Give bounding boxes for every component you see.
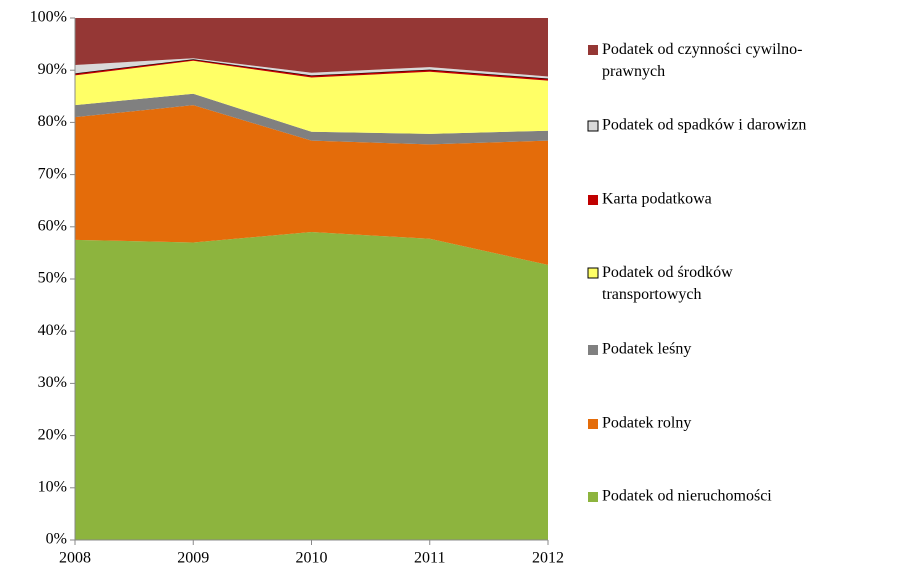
legend-label: Podatek leśny <box>602 341 691 358</box>
x-tick-label: 2010 <box>296 550 328 567</box>
y-tick-label: 20% <box>38 426 67 443</box>
y-tick-label: 100% <box>30 9 67 26</box>
y-tick-label: 60% <box>38 217 67 234</box>
legend-label: Podatek od środków transportowych <box>602 264 737 303</box>
legend-item: Karta podatkowa <box>588 191 712 208</box>
legend-label: Podatek od nieruchomości <box>602 488 772 505</box>
legend-item: Podatek od nieruchomości <box>588 488 772 505</box>
legend-item: Podatek od spadków i darowizn <box>587 117 806 134</box>
legend-swatch <box>588 419 598 429</box>
y-tick-label: 10% <box>38 478 67 495</box>
y-tick-label: 50% <box>38 270 67 287</box>
area <box>75 105 548 265</box>
area <box>75 232 548 540</box>
x-tick-label: 2011 <box>414 550 445 567</box>
x-tick-label: 2008 <box>59 550 91 567</box>
legend-label: Karta podatkowa <box>602 191 712 208</box>
legend-item: Podatek od środków transportowych <box>587 264 737 303</box>
y-tick-label: 70% <box>38 165 67 182</box>
y-tick-label: 80% <box>38 113 67 130</box>
y-tick-label: 30% <box>38 374 67 391</box>
legend-label: Podatek rolny <box>602 415 691 432</box>
legend-label: Podatek od spadków i darowizn <box>602 117 806 134</box>
legend-swatch <box>587 120 599 132</box>
area <box>75 93 548 145</box>
y-tick-label: 40% <box>38 322 67 339</box>
legend-swatch <box>588 45 598 55</box>
area <box>75 18 548 77</box>
legend-swatch <box>588 492 598 502</box>
area <box>75 58 548 79</box>
area <box>75 60 548 134</box>
y-tick-label: 0% <box>46 531 67 548</box>
x-tick-label: 2009 <box>177 550 209 567</box>
legend-swatch <box>588 345 598 355</box>
y-tick-label: 90% <box>38 61 67 78</box>
legend-item: Podatek leśny <box>588 341 691 358</box>
legend-item: Podatek rolny <box>588 415 691 432</box>
legend-swatch <box>587 267 599 279</box>
legend-swatch <box>588 195 598 205</box>
legend-label: Podatek od czynności cywilno-prawnych <box>602 41 802 80</box>
x-tick-label: 2012 <box>532 550 564 567</box>
area <box>75 59 548 81</box>
legend-item: Podatek od czynności cywilno-prawnych <box>588 41 802 80</box>
